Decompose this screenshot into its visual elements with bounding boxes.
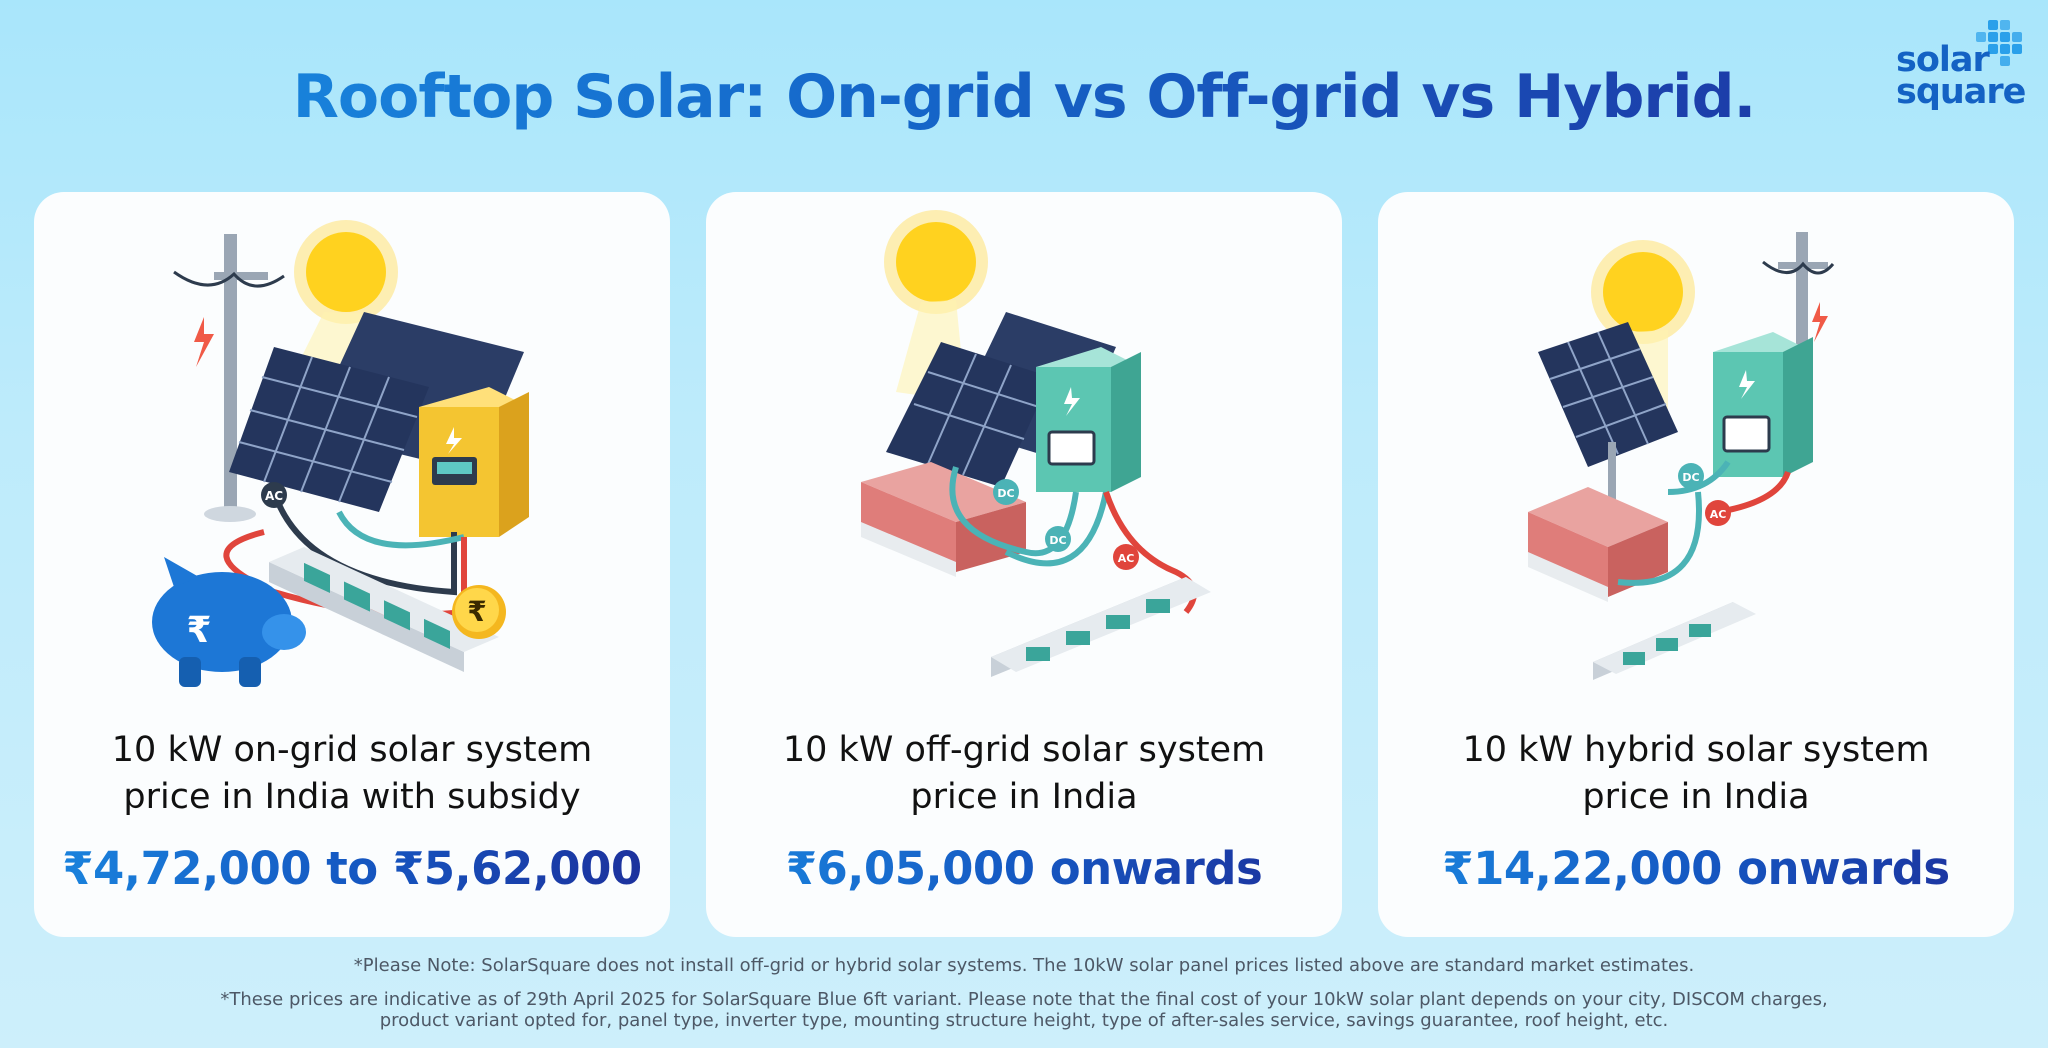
card-off-grid: DC DC AC 10 kW off-grid solar system pri… [706,192,1342,937]
solarsquare-logo: solar square [1890,14,2030,114]
ac-label: AC [265,489,283,503]
hybrid-illustration: DC AC [1528,232,1835,680]
inverter-icon [1036,347,1141,492]
heading-line2: price in India with subsidy [123,777,581,817]
heading-line2: price in India [910,777,1138,817]
power-strip-icon [991,577,1211,677]
heading-line1: 10 kW off-grid solar system [782,730,1266,770]
on-grid-illustration: AC ₹ ₹ [152,220,529,687]
logo-text-line1: solar [1896,40,1990,80]
page-title: Rooftop Solar: On-grid vs Off-grid vs Hy… [0,62,2048,132]
price-range: ₹4,72,000 to ₹5,62,000 [34,842,670,895]
piggy-bank-icon: ₹ [152,557,306,687]
ac-label: AC [1710,508,1727,521]
inverter-icon [419,387,529,537]
dc-label-1: DC [997,487,1014,500]
logo-text-line2: square [1896,72,2026,112]
heading-line1: 10 kW hybrid solar system [1462,730,1930,770]
rupee-coin-icon: ₹ [452,585,506,639]
dc-label: DC [1682,471,1699,484]
piggy-symbol: ₹ [186,610,211,651]
heading-line2: price in India [1582,777,1810,817]
dc-label-2: DC [1049,534,1066,547]
card-heading: 10 kW on-grid solar system price in Indi… [34,727,670,821]
logo-grid-icon [1976,20,2022,66]
price-range: ₹14,22,000 onwards [1378,842,2014,895]
disclaimer-note: *Please Note: SolarSquare does not insta… [353,955,1695,976]
lightning-icon [194,317,214,367]
coin-symbol: ₹ [467,595,486,628]
pricing-note-line2: product variant opted for, panel type, i… [379,1010,1669,1031]
price-range: ₹6,05,000 onwards [706,842,1342,895]
power-strip-icon [1593,602,1756,680]
ac-label: AC [1118,552,1135,565]
off-grid-illustration: DC DC AC [861,210,1211,677]
card-heading: 10 kW hybrid solar system price in India [1378,727,2014,821]
pricing-note: *These prices are indicative as of 29th … [0,989,2048,1031]
lightning-icon [1812,302,1828,342]
utility-pole-icon [173,234,285,522]
inverter-icon [1713,332,1813,477]
solar-panel-icon [1538,322,1678,502]
card-on-grid: AC ₹ ₹ 10 kW on-grid [34,192,670,937]
card-heading: 10 kW off-grid solar system price in Ind… [706,727,1342,821]
heading-line1: 10 kW on-grid solar system [111,730,593,770]
power-strip-icon [269,547,499,672]
pricing-note-line1: *These prices are indicative as of 29th … [220,989,1828,1010]
card-hybrid: DC AC 10 kW hybrid solar system price in… [1378,192,2014,937]
